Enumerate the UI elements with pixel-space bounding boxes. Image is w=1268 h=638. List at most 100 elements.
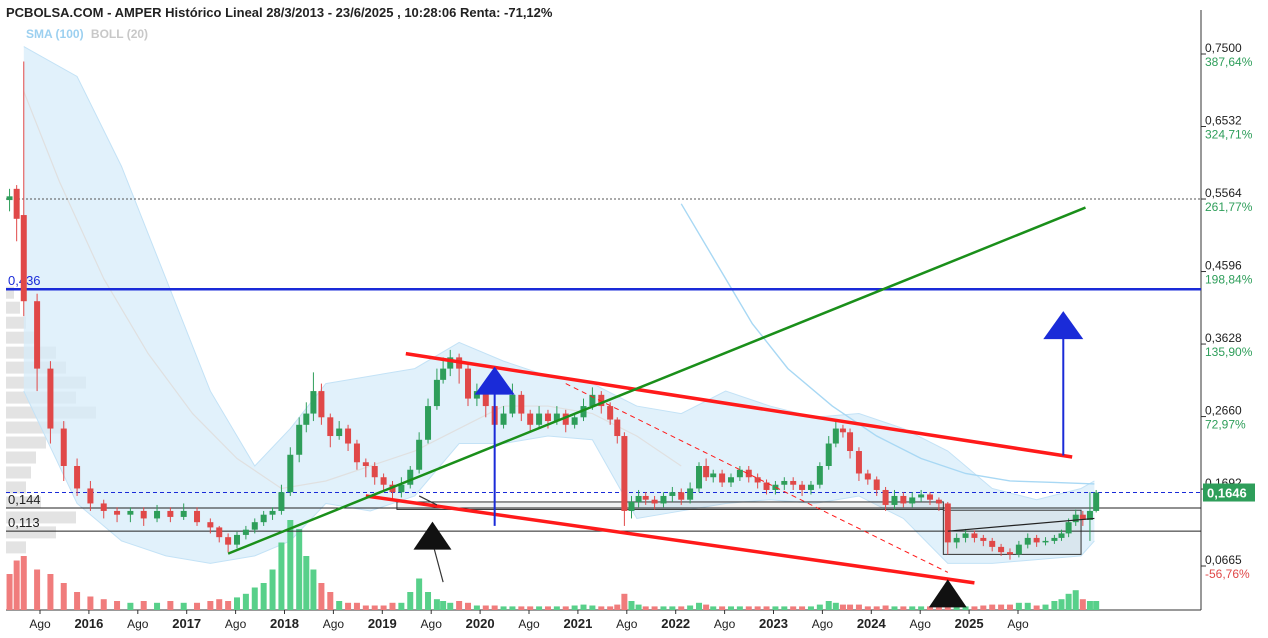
volume-bar xyxy=(74,592,81,610)
volume-bar xyxy=(989,604,996,610)
volume-bar xyxy=(536,606,543,610)
candle-body xyxy=(194,510,201,523)
legend-boll[interactable]: BOLL (20) xyxy=(90,27,149,41)
volume-bar xyxy=(598,606,605,610)
x-year-label: 2019 xyxy=(368,616,397,631)
volume-bar xyxy=(847,604,854,610)
volume-bar xyxy=(527,606,534,610)
x-year-label: 2021 xyxy=(563,616,592,631)
candle-body xyxy=(465,368,472,399)
volume-bar xyxy=(154,602,161,610)
volume-bar xyxy=(433,599,440,610)
candle-body xyxy=(371,465,378,478)
x-month-label: Ago xyxy=(323,617,345,631)
candle-body xyxy=(807,484,814,490)
candle-body xyxy=(473,391,480,399)
candle-body xyxy=(353,443,360,463)
y-tick-percent: 261,77% xyxy=(1205,200,1253,214)
volume-bar xyxy=(562,606,569,610)
y-tick-label: 0,5564 xyxy=(1205,186,1242,200)
volume-bar xyxy=(660,606,667,610)
x-year-label: 2025 xyxy=(955,616,984,631)
volume-bar xyxy=(839,604,846,610)
channel-upper-line xyxy=(405,351,1073,459)
x-month-label: Ago xyxy=(714,617,736,631)
x-month-label: Ago xyxy=(29,617,51,631)
candle-body xyxy=(589,394,596,407)
volume-bar xyxy=(1015,602,1022,610)
candle-body xyxy=(772,484,779,490)
candle-body xyxy=(873,479,880,490)
candle-body xyxy=(380,477,387,485)
candle-body xyxy=(971,533,978,538)
volume-bar xyxy=(1086,601,1093,610)
candle-body xyxy=(953,537,960,543)
volume-bar xyxy=(696,602,703,610)
candle-body xyxy=(1042,540,1049,543)
legend-sma[interactable]: SMA (100) xyxy=(26,27,84,41)
volume-bar xyxy=(589,605,596,610)
volume-bar xyxy=(336,601,343,610)
candle-body xyxy=(34,301,41,369)
candle-body xyxy=(216,527,223,538)
volume-bar xyxy=(763,606,770,610)
volume-bar xyxy=(6,574,13,610)
x-year-label: 2023 xyxy=(759,616,788,631)
volume-bar xyxy=(194,602,201,610)
volume-bar xyxy=(710,606,717,610)
volume-bar xyxy=(34,569,41,610)
candle-body xyxy=(839,428,846,433)
candle-body xyxy=(816,465,823,485)
x-year-label: 2018 xyxy=(270,616,299,631)
volume-bar xyxy=(1033,605,1040,610)
candle-body xyxy=(900,495,907,504)
candle-body xyxy=(482,391,489,407)
candle-body xyxy=(710,473,717,478)
volume-bar xyxy=(371,605,378,610)
x-month-label: Ago xyxy=(1007,617,1029,631)
candle-body xyxy=(433,379,440,407)
volume-profile-bar xyxy=(6,316,26,329)
volume-bar xyxy=(447,602,454,610)
volume-bar xyxy=(935,606,942,610)
candle-body xyxy=(407,469,414,485)
y-tick-label: 0,6532 xyxy=(1205,114,1242,128)
volume-bar xyxy=(47,574,54,610)
candle-body xyxy=(621,436,628,511)
candle-body xyxy=(628,501,635,511)
volume-bar xyxy=(287,520,294,610)
volume-bar xyxy=(180,602,187,610)
current-price-label: 0,1646 xyxy=(1207,486,1247,501)
volume-bar xyxy=(1058,599,1065,610)
volume-bar xyxy=(544,606,551,610)
candle-body xyxy=(207,522,214,528)
volume-bar xyxy=(571,605,578,610)
sma-line xyxy=(680,203,1095,485)
volume-bar xyxy=(318,583,325,610)
volume-bar xyxy=(100,599,107,610)
y-tick-label: 0,7500 xyxy=(1205,41,1242,55)
volume-bar xyxy=(962,606,969,610)
volume-bar xyxy=(114,601,121,610)
candle-body xyxy=(754,477,761,483)
pointer-line xyxy=(418,495,438,506)
volume-bar xyxy=(825,601,832,610)
candle-body xyxy=(651,499,658,504)
volume-profile-bar xyxy=(6,436,46,449)
volume-bar xyxy=(296,529,303,610)
y-tick-percent: 324,71% xyxy=(1205,128,1253,142)
volume-bar xyxy=(642,606,649,610)
volume-bar xyxy=(518,606,525,610)
candle-body xyxy=(318,391,325,418)
candle-body xyxy=(763,482,770,490)
candle-body xyxy=(727,477,734,483)
volume-bar xyxy=(1072,590,1079,610)
volume-bar xyxy=(389,602,396,610)
volume-bar xyxy=(407,592,414,610)
candle-body xyxy=(303,413,310,425)
volume-bar xyxy=(736,606,743,610)
candle-body xyxy=(1033,537,1040,543)
candle-body xyxy=(74,465,81,489)
candle-body xyxy=(719,473,726,483)
